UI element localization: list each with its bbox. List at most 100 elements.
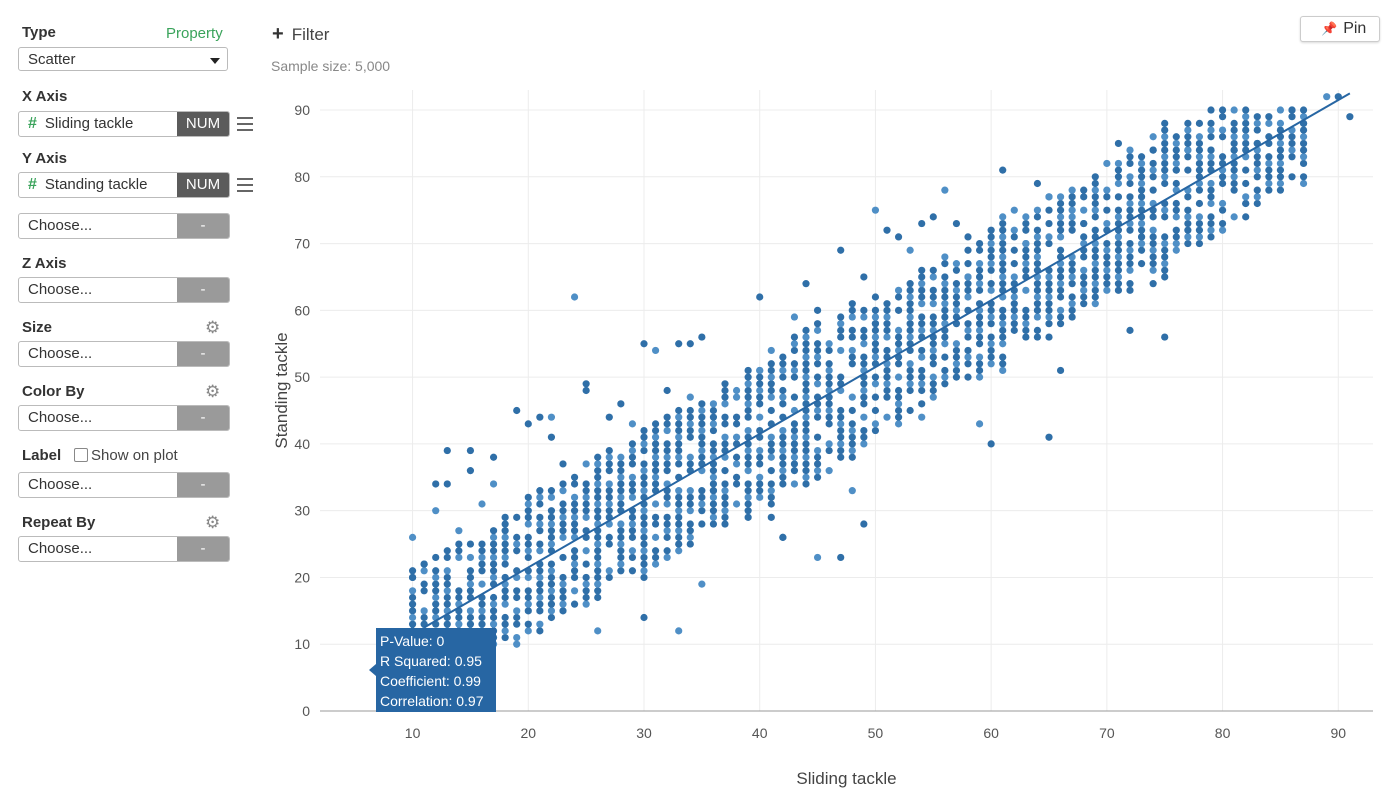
pin-button[interactable]: 📌 Pin [1300, 16, 1380, 42]
data-point [675, 520, 683, 528]
data-point [1218, 173, 1227, 181]
data-point [802, 467, 810, 475]
size-type[interactable]: - [177, 342, 229, 366]
data-point [1045, 320, 1053, 328]
y-axis-type-badge[interactable]: NUM [177, 173, 229, 197]
data-point [582, 580, 590, 588]
data-point [478, 500, 486, 508]
data-point [802, 340, 810, 348]
data-point [1253, 119, 1261, 127]
data-point [559, 513, 567, 521]
data-point [570, 587, 579, 595]
data-point [617, 480, 625, 488]
data-point [790, 360, 799, 368]
data-point [813, 320, 822, 328]
size-gear-icon[interactable]: ⚙ [205, 318, 221, 337]
y-axis-menu-icon[interactable] [237, 178, 253, 192]
data-point [906, 300, 914, 308]
data-point [721, 440, 729, 448]
data-point [894, 420, 903, 428]
correlation-text: Correlation: 0.97 [380, 693, 484, 709]
data-point [432, 553, 440, 562]
data-point [756, 400, 764, 408]
data-point [813, 460, 822, 468]
data-point [628, 440, 637, 448]
data-point [848, 393, 856, 401]
filter-button[interactable]: + Filter [272, 23, 329, 46]
data-point [1242, 106, 1250, 114]
data-point [1195, 233, 1204, 241]
data-point [941, 286, 949, 294]
data-point [1137, 173, 1146, 181]
data-point [513, 593, 521, 602]
y-axis-extra-field[interactable]: Choose... - [18, 213, 230, 239]
data-point [1045, 433, 1053, 441]
show-on-plot-label[interactable]: Show on plot [91, 447, 178, 464]
data-point [605, 453, 613, 461]
data-point [1253, 159, 1261, 168]
label-field[interactable]: Choose... - [18, 472, 230, 498]
y-axis-field[interactable]: # Standing tackle NUM [18, 172, 230, 198]
data-point [1103, 219, 1111, 228]
data-point [605, 487, 613, 495]
data-point [837, 426, 845, 435]
data-point [663, 527, 671, 535]
data-point [1161, 213, 1169, 221]
z-axis-type[interactable]: - [177, 278, 229, 302]
data-point [1045, 286, 1053, 294]
property-link[interactable]: Property [166, 25, 223, 42]
data-point [513, 533, 521, 541]
data-point [570, 293, 579, 301]
y-tick-label: 70 [294, 236, 310, 252]
data-point [1010, 320, 1018, 328]
x-axis-menu-icon[interactable] [237, 117, 253, 131]
z-axis-field[interactable]: Choose... - [18, 277, 230, 303]
data-point [987, 233, 995, 241]
data-point [860, 440, 868, 448]
data-point [501, 620, 509, 628]
data-point [675, 440, 683, 448]
data-point [1207, 133, 1215, 141]
data-point [941, 186, 949, 194]
data-point [918, 219, 926, 228]
label-type[interactable]: - [177, 473, 229, 497]
chart-type-select[interactable]: Scatter [18, 47, 228, 71]
size-field[interactable]: Choose... - [18, 341, 230, 367]
data-point [779, 426, 787, 435]
color-by-field[interactable]: Choose... - [18, 405, 230, 431]
data-point [501, 527, 509, 535]
data-point [547, 513, 556, 521]
data-point [779, 446, 787, 455]
y-axis-extra-type[interactable]: - [177, 214, 229, 238]
repeat-by-field[interactable]: Choose... - [18, 536, 230, 562]
data-point [524, 500, 532, 508]
repeat-by-type[interactable]: - [177, 537, 229, 561]
color-by-type[interactable]: - [177, 406, 229, 430]
show-on-plot-checkbox[interactable] [74, 448, 88, 462]
data-point [744, 453, 752, 461]
data-point [802, 426, 810, 435]
repeat-by-gear-icon[interactable]: ⚙ [205, 513, 221, 532]
data-point [825, 446, 833, 455]
data-point [605, 540, 613, 548]
data-point [975, 420, 984, 428]
data-point [987, 286, 995, 294]
data-point [478, 560, 486, 568]
data-point [860, 326, 868, 334]
color-by-gear-icon[interactable]: ⚙ [205, 382, 221, 401]
data-point [929, 353, 937, 361]
data-point [420, 567, 428, 575]
x-axis-field[interactable]: # Sliding tackle NUM [18, 111, 230, 137]
x-axis-type-badge[interactable]: NUM [177, 112, 229, 136]
data-point [1056, 293, 1065, 301]
data-point [906, 246, 914, 254]
data-point [1253, 186, 1261, 194]
data-point [1149, 253, 1157, 261]
data-point [779, 373, 787, 381]
data-point [802, 413, 810, 421]
data-point [964, 286, 972, 294]
data-point [501, 540, 509, 548]
sample-size: Sample size: 5,000 [271, 58, 391, 74]
data-point [605, 533, 613, 541]
data-point [1091, 206, 1099, 214]
